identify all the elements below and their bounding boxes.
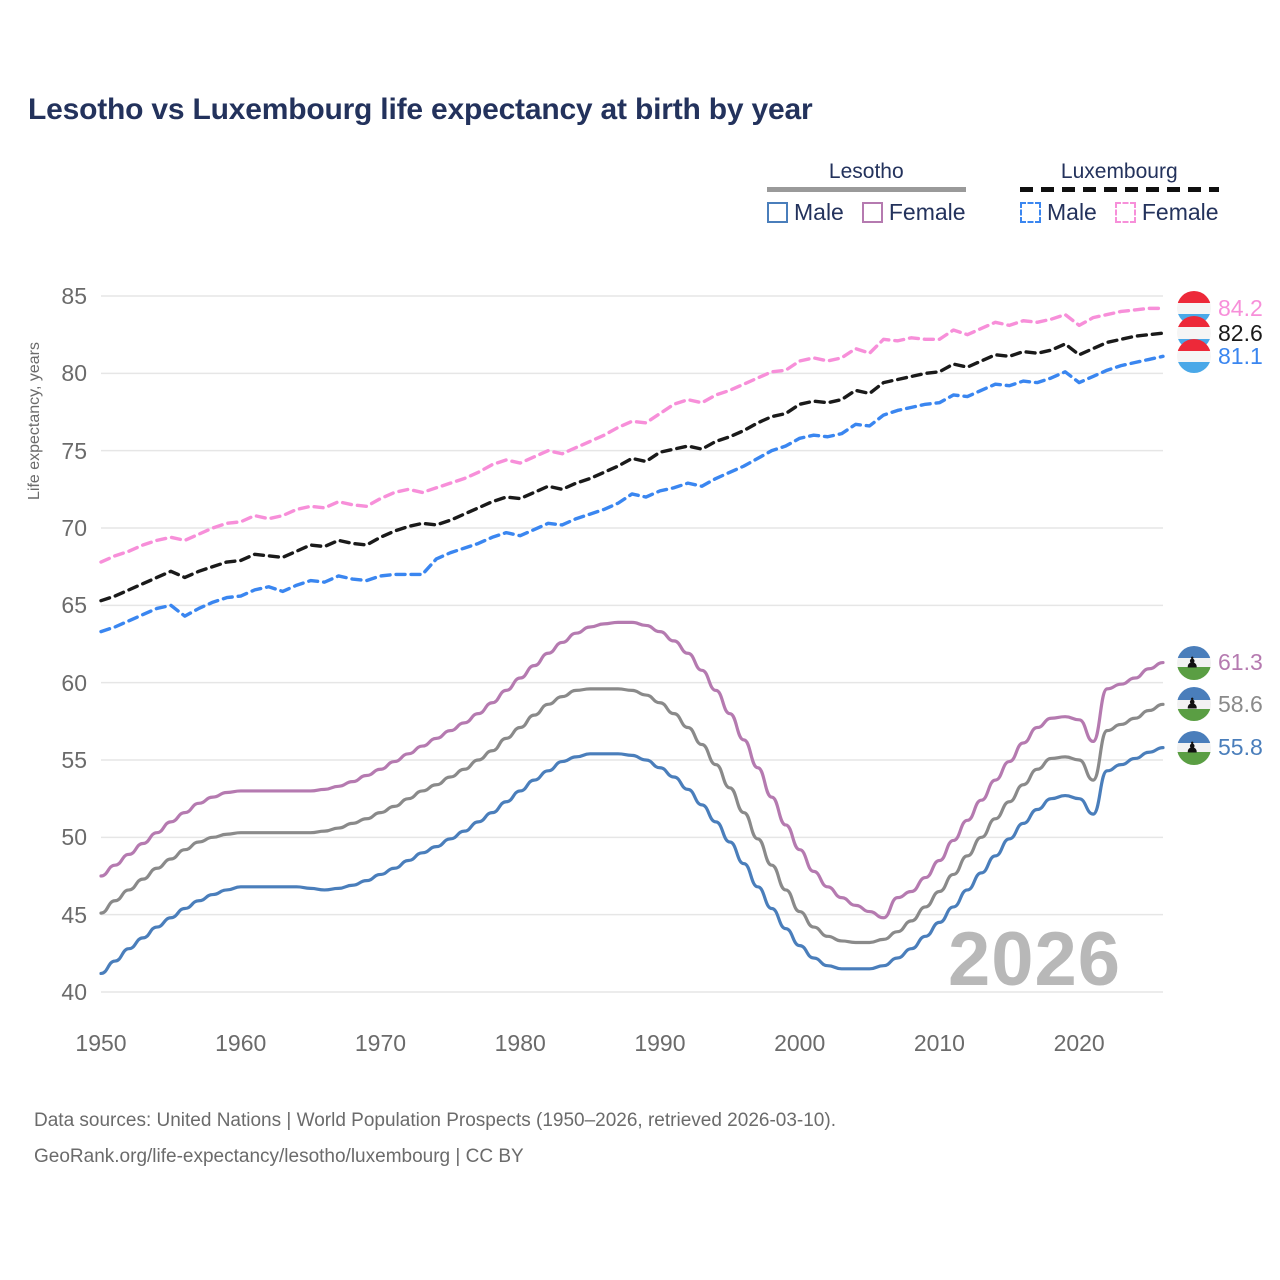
legend-group-title-luxembourg: Luxembourg xyxy=(1060,160,1178,183)
legend-swatch-icon-luxembourg-female xyxy=(1114,202,1136,223)
y-axis-tick-label: 40 xyxy=(61,979,87,1005)
legend-swatch-icon-lesotho-male xyxy=(767,202,788,223)
y-axis-tick-label: 65 xyxy=(61,592,87,619)
y-axis-tick-label: 60 xyxy=(61,669,87,696)
series-end-value: 81.1 xyxy=(1218,342,1263,369)
chart-legend: Lesotho Male Female Luxembourg Male xyxy=(762,160,1252,238)
page-title: Lesotho vs Luxembourg life expectancy at… xyxy=(28,93,813,126)
series-line-lesotho-male xyxy=(99,746,1165,976)
legend-rule-luxembourg xyxy=(1020,187,1219,192)
x-axis-tick-label: 2010 xyxy=(913,1030,965,1056)
series-end-label: ♟ 55.8 xyxy=(1177,730,1263,765)
y-axis-tick-label: 85 xyxy=(61,283,87,309)
legend-rule-lesotho xyxy=(767,187,966,192)
footer: Data sources: United Nations | World Pop… xyxy=(34,1110,836,1168)
series-end-value: 84.2 xyxy=(1218,294,1263,321)
lesotho-flag-icon: ♟ xyxy=(1177,687,1211,722)
series-line-luxembourg-total xyxy=(99,331,1165,603)
series-line-luxembourg-female xyxy=(99,306,1165,564)
legend-label-lesotho-male: Male xyxy=(794,199,844,225)
series-line-luxembourg-male xyxy=(99,354,1165,634)
x-axis-tick-label: 2020 xyxy=(1053,1030,1105,1056)
x-axis-tick-label: 1990 xyxy=(634,1030,686,1056)
legend-group-lesotho: Lesotho Male Female xyxy=(767,160,966,226)
legend-group-luxembourg: Luxembourg Male Female xyxy=(1020,160,1219,226)
y-axis-tick-label: 55 xyxy=(61,747,87,773)
y-axis-tick-label: 45 xyxy=(61,901,87,928)
year-watermark: 2026 xyxy=(948,917,1122,1002)
legend-swatch-icon-luxembourg-male xyxy=(1020,202,1041,223)
x-axis-tick-label: 1980 xyxy=(494,1030,546,1056)
legend-item-lesotho-female[interactable]: Female xyxy=(861,199,966,226)
series-end-label: ♟ 58.6 xyxy=(1177,687,1263,722)
legend-label-luxembourg-male: Male xyxy=(1047,199,1097,225)
legend-group-title-lesotho: Lesotho xyxy=(828,160,904,183)
x-axis-tick-label: 1960 xyxy=(215,1030,267,1056)
y-axis-tick-label: 50 xyxy=(61,824,87,851)
series-line-lesotho-female xyxy=(99,620,1165,920)
series-end-value: 61.3 xyxy=(1218,649,1263,676)
x-axis-tick-label: 1970 xyxy=(354,1030,407,1056)
y-axis-tick-label: 80 xyxy=(61,360,87,387)
x-axis-tick-label: 2000 xyxy=(774,1030,826,1056)
lesotho-flag-icon: ♟ xyxy=(1177,730,1211,765)
lesotho-flag-icon: ♟ xyxy=(1177,645,1211,680)
legend-item-lesotho-male[interactable]: Male xyxy=(767,199,844,226)
footer-line-attribution: GeoRank.org/life-expectancy/lesotho/luxe… xyxy=(34,1146,524,1167)
y-axis-tick-label: 70 xyxy=(61,515,87,541)
series-end-label: 81.1 xyxy=(1177,339,1263,374)
legend-label-luxembourg-female: Female xyxy=(1141,199,1219,225)
footer-line-sources: Data sources: United Nations | World Pop… xyxy=(34,1110,836,1131)
y-axis-tick-label: 75 xyxy=(61,437,87,464)
legend-item-luxembourg-male[interactable]: Male xyxy=(1020,199,1097,226)
series-end-value: 82.6 xyxy=(1218,319,1263,346)
luxembourg-flag-icon xyxy=(1177,339,1211,374)
legend-swatch-icon-lesotho-female xyxy=(861,202,883,223)
x-axis-tick-label: 1950 xyxy=(75,1030,127,1056)
series-end-value: 55.8 xyxy=(1218,734,1263,761)
series-end-label: ♟ 61.3 xyxy=(1177,645,1263,680)
legend-label-lesotho-female: Female xyxy=(888,199,966,225)
series-end-value: 58.6 xyxy=(1218,690,1263,717)
series-line-lesotho-total xyxy=(99,687,1165,945)
legend-item-luxembourg-female[interactable]: Female xyxy=(1114,199,1219,226)
